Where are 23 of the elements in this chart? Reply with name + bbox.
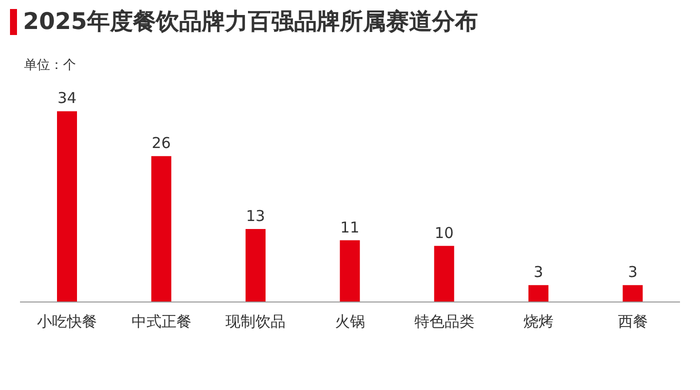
data-label: 13: [246, 207, 266, 226]
text: 单位：个: [24, 57, 76, 74]
data-label: 11: [340, 218, 360, 236]
bar: [151, 156, 172, 302]
x-tick-label: 现制饮品: [226, 312, 286, 331]
data-label: 34: [57, 89, 77, 108]
x-tick-label: 火锅: [335, 312, 365, 331]
x-tick-label: 小吃快餐: [37, 312, 98, 331]
x-tick-label: 特色品类: [414, 312, 474, 331]
bar: [528, 285, 548, 302]
bar: [340, 240, 360, 302]
bar: [246, 229, 266, 302]
data-label: 10: [434, 224, 454, 242]
x-tick-label: 中式正餐: [131, 312, 192, 331]
x-tick-label: 西餐: [618, 312, 648, 331]
data-label: 26: [152, 134, 171, 152]
x-tick-label: 烧烤: [524, 312, 554, 331]
chart-title: 2025年度餐饮品牌力百强品牌所属赛道分布: [23, 8, 478, 37]
data-label: 3: [534, 263, 544, 282]
data-label: 3: [628, 263, 638, 282]
bar: [434, 246, 454, 302]
bar: [57, 111, 77, 302]
bar: [622, 285, 643, 302]
